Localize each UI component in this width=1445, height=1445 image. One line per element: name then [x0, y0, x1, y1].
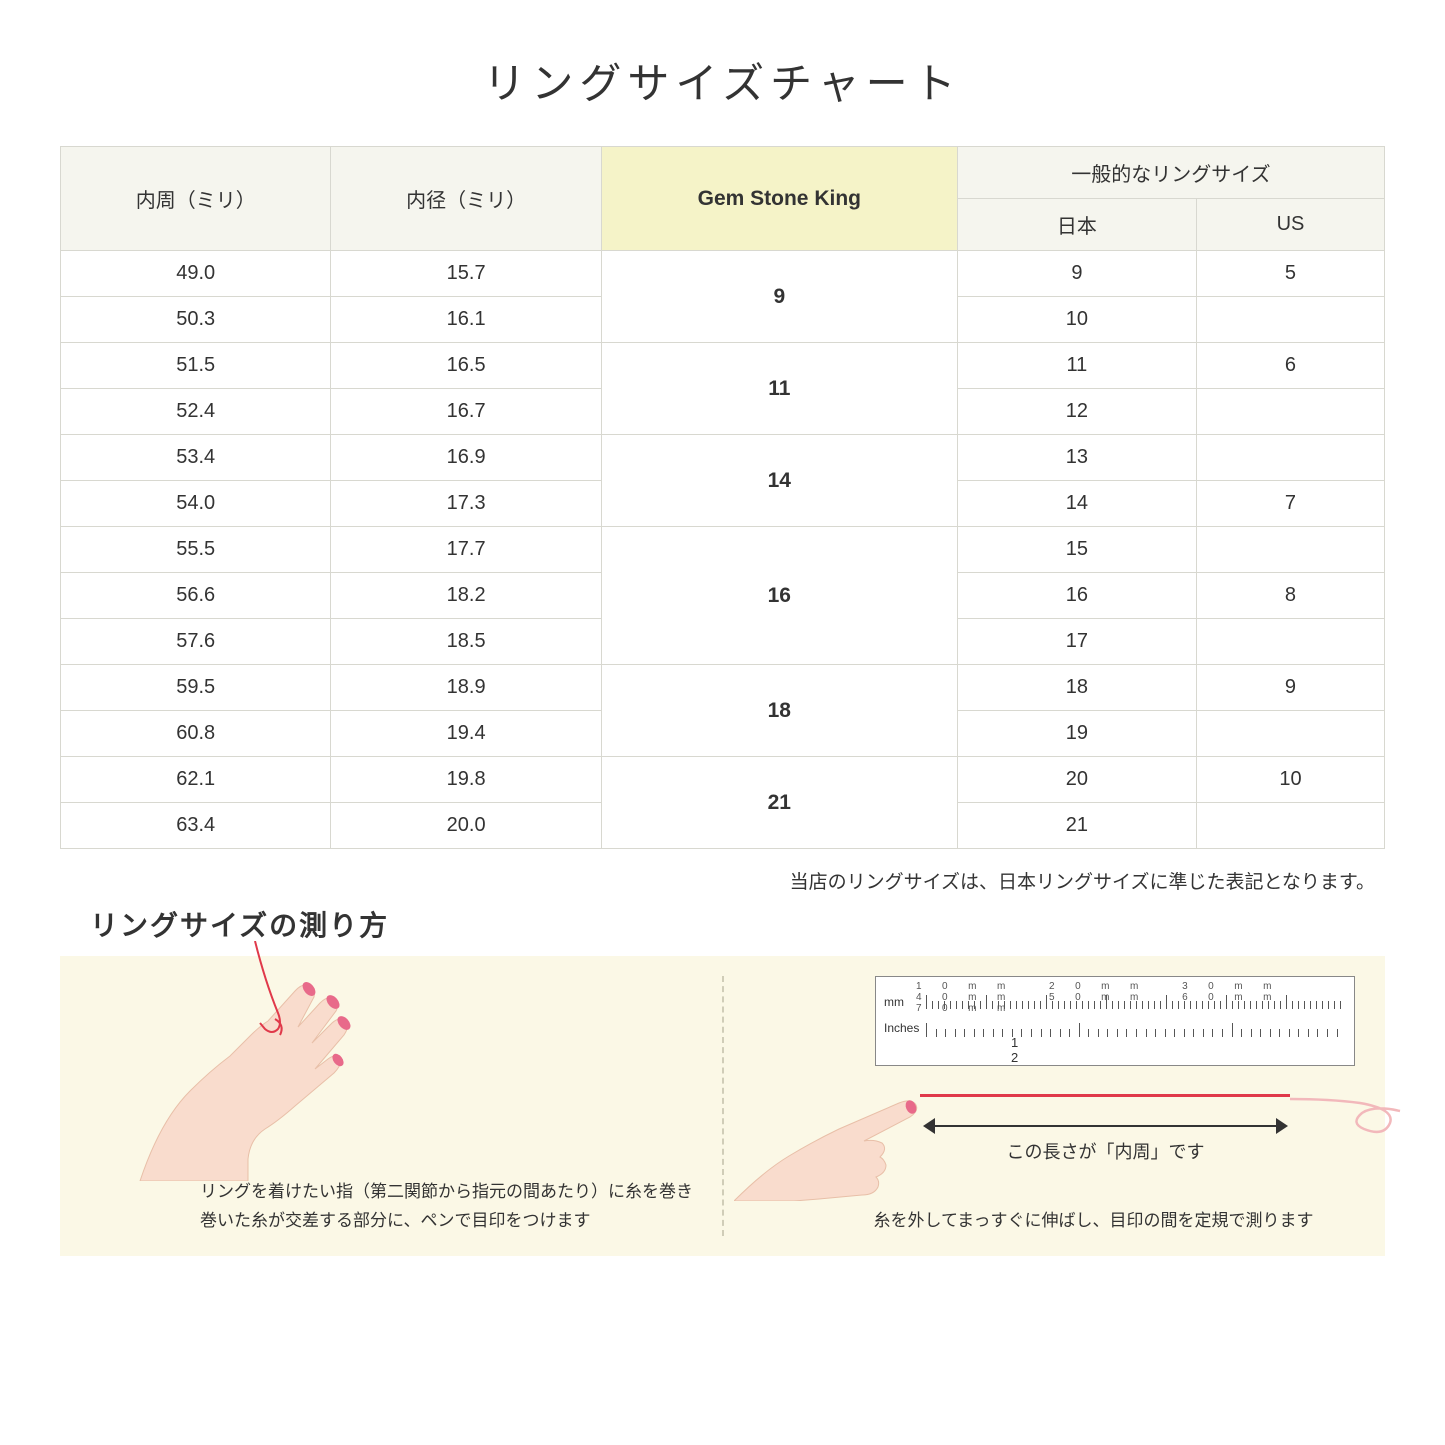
hand-wrap-thread-icon: [100, 941, 420, 1181]
cell-japan: 12: [957, 389, 1196, 435]
table-row: 51.516.511116: [61, 343, 1385, 389]
cell-gsk: 18: [601, 665, 957, 757]
cell-circumference: 60.8: [61, 711, 331, 757]
cell-circumference: 53.4: [61, 435, 331, 481]
cell-japan: 19: [957, 711, 1196, 757]
cell-gsk: 21: [601, 757, 957, 849]
ruler-in-label: Inches: [884, 1021, 919, 1035]
cell-japan: 18: [957, 665, 1196, 711]
arrow-label: この長さが「内周」です: [923, 1138, 1288, 1164]
cell-us: 9: [1196, 665, 1384, 711]
red-thread-icon: [920, 1094, 1290, 1097]
cell-japan: 21: [957, 803, 1196, 849]
cell-diameter: 15.7: [331, 251, 601, 297]
cell-diameter: 16.1: [331, 297, 601, 343]
cell-circumference: 56.6: [61, 573, 331, 619]
howto-caption-2: 糸を外してまっすぐに伸ばし、目印の間を定規で測ります: [844, 1207, 1344, 1236]
cell-japan: 13: [957, 435, 1196, 481]
table-row: 53.416.91413: [61, 435, 1385, 481]
col-circumference: 内周（ミリ）: [61, 147, 331, 251]
col-general-group: 一般的なリングサイズ: [957, 147, 1384, 199]
cell-gsk: 11: [601, 343, 957, 435]
table-row: 62.119.8212010: [61, 757, 1385, 803]
cell-circumference: 63.4: [61, 803, 331, 849]
cell-japan: 9: [957, 251, 1196, 297]
ruler-area: 10mm 20mm 30mm 40mm 50mm 60mm 70mm mm In…: [875, 976, 1355, 1066]
ruler-mm-label: mm: [884, 995, 904, 1009]
howto-caption-1: リングを着けたい指（第二関節から指元の間あたり）に糸を巻き 巻いた糸が交差する部…: [200, 1178, 700, 1236]
howto-step-2: 10mm 20mm 30mm 40mm 50mm 60mm 70mm mm In…: [724, 956, 1386, 1256]
cell-japan: 14: [957, 481, 1196, 527]
cell-us: [1196, 435, 1384, 481]
cell-diameter: 18.5: [331, 619, 601, 665]
cell-circumference: 57.6: [61, 619, 331, 665]
cell-diameter: 18.9: [331, 665, 601, 711]
cell-circumference: 50.3: [61, 297, 331, 343]
cell-japan: 11: [957, 343, 1196, 389]
cell-us: [1196, 527, 1384, 573]
cell-diameter: 19.8: [331, 757, 601, 803]
cell-japan: 15: [957, 527, 1196, 573]
cell-us: [1196, 297, 1384, 343]
howto-step-1: リングを着けたい指（第二関節から指元の間あたり）に糸を巻き 巻いた糸が交差する部…: [60, 956, 722, 1256]
col-gsk: Gem Stone King: [601, 147, 957, 251]
cell-circumference: 49.0: [61, 251, 331, 297]
cell-diameter: 20.0: [331, 803, 601, 849]
cell-diameter: 17.7: [331, 527, 601, 573]
cell-japan: 17: [957, 619, 1196, 665]
cell-circumference: 59.5: [61, 665, 331, 711]
cell-us: 8: [1196, 573, 1384, 619]
table-row: 59.518.918189: [61, 665, 1385, 711]
col-us: US: [1196, 199, 1384, 251]
cell-us: 6: [1196, 343, 1384, 389]
table-note: 当店のリングサイズは、日本リングサイズに準じた表記となります。: [60, 867, 1375, 894]
cell-diameter: 17.3: [331, 481, 601, 527]
cell-gsk: 16: [601, 527, 957, 665]
cell-gsk: 9: [601, 251, 957, 343]
hand-point-icon: [734, 1061, 934, 1201]
cell-us: [1196, 619, 1384, 665]
cell-diameter: 16.5: [331, 343, 601, 389]
cell-japan: 10: [957, 297, 1196, 343]
cell-japan: 16: [957, 573, 1196, 619]
cell-circumference: 62.1: [61, 757, 331, 803]
cell-us: [1196, 711, 1384, 757]
measurement-arrow-icon: [923, 1116, 1288, 1136]
table-row: 55.517.71615: [61, 527, 1385, 573]
cell-circumference: 55.5: [61, 527, 331, 573]
cell-circumference: 51.5: [61, 343, 331, 389]
cell-diameter: 18.2: [331, 573, 601, 619]
ruler-in-marks: 1 2: [1011, 1035, 1354, 1065]
cell-us: 10: [1196, 757, 1384, 803]
howto-subtitle: リングサイズの測り方: [90, 904, 1385, 944]
cell-us: [1196, 803, 1384, 849]
page-title: リングサイズチャート: [60, 50, 1385, 111]
cell-circumference: 54.0: [61, 481, 331, 527]
col-diameter: 内径（ミリ）: [331, 147, 601, 251]
cell-gsk: 14: [601, 435, 957, 527]
cell-diameter: 16.7: [331, 389, 601, 435]
cell-circumference: 52.4: [61, 389, 331, 435]
cell-us: 5: [1196, 251, 1384, 297]
thread-curl-icon: [1290, 1071, 1410, 1141]
size-chart-table: 内周（ミリ） 内径（ミリ） Gem Stone King 一般的なリングサイズ …: [60, 146, 1385, 849]
cell-japan: 20: [957, 757, 1196, 803]
cell-diameter: 16.9: [331, 435, 601, 481]
cell-us: [1196, 389, 1384, 435]
howto-section: リングを着けたい指（第二関節から指元の間あたり）に糸を巻き 巻いた糸が交差する部…: [60, 956, 1385, 1256]
ruler-icon: 10mm 20mm 30mm 40mm 50mm 60mm 70mm mm In…: [875, 976, 1355, 1066]
cell-diameter: 19.4: [331, 711, 601, 757]
table-row: 49.015.7995: [61, 251, 1385, 297]
col-japan: 日本: [957, 199, 1196, 251]
cell-us: 7: [1196, 481, 1384, 527]
